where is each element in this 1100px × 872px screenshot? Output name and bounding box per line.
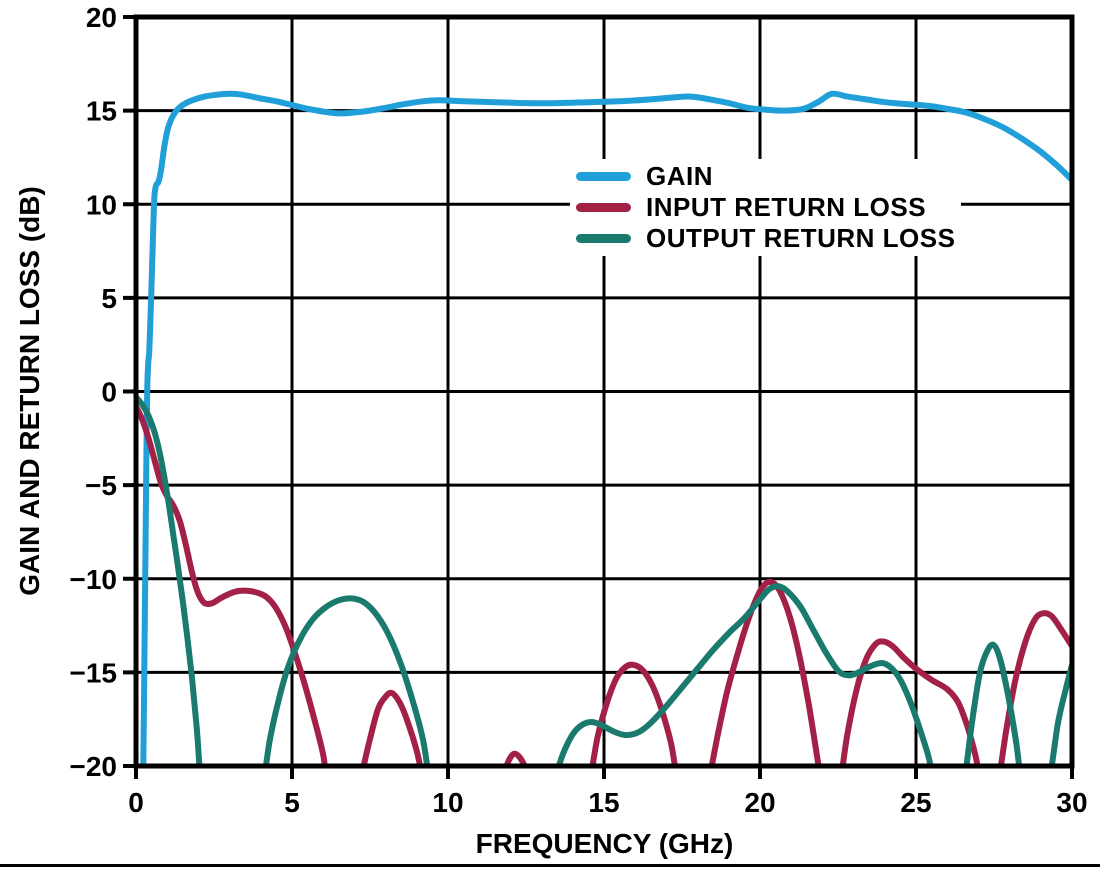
output-return-loss-line-swatch-icon (576, 234, 631, 243)
legend-label-input-return-loss: INPUT RETURN LOSS (646, 192, 927, 222)
tick-labels: 0 5 10 15 20 25 30 20 15 10 5 0 −5 −10 −15 −20 (70, 2, 1088, 818)
legend-label-output-return-loss: OUTPUT RETURN LOSS (646, 223, 956, 253)
x-axis-title: FREQUENCY (GHz) (475, 828, 734, 859)
series-curves (136, 90, 1072, 766)
x-tick-label: 15 (588, 787, 619, 818)
y-tick-label: 0 (101, 377, 117, 408)
y-tick-label: −15 (70, 657, 118, 688)
grid (136, 17, 1072, 766)
x-tick-label: 20 (744, 787, 775, 818)
x-tick-label: 5 (284, 787, 300, 818)
series-line-output-return-loss (136, 394, 1072, 766)
x-tick-label: 10 (432, 787, 463, 818)
y-tick-label: −20 (70, 751, 118, 782)
y-axis-title: GAIN AND RETURN LOSS (dB) (14, 186, 45, 596)
series-line-gain (140, 90, 1072, 766)
y-tick-label: 20 (86, 2, 117, 33)
footer-rule (0, 864, 1100, 867)
input-return-loss-line-swatch-icon (576, 203, 631, 212)
y-tick-label: 15 (86, 96, 117, 127)
x-tick-label: 25 (900, 787, 931, 818)
y-tick-label: 5 (101, 283, 117, 314)
x-tick-label: 0 (128, 787, 144, 818)
legend-item-gain: GAIN (576, 161, 955, 192)
tick-marks (123, 15, 1074, 779)
x-tick-label: 30 (1056, 787, 1087, 818)
legend-label-gain: GAIN (646, 161, 713, 191)
legend: GAIN INPUT RETURN LOSS OUTPUT RETURN LOS… (570, 159, 962, 256)
legend-item-input-return-loss: INPUT RETURN LOSS (576, 192, 955, 223)
gain-line-swatch-icon (576, 172, 631, 181)
legend-item-output-return-loss: OUTPUT RETURN LOSS (576, 223, 955, 254)
y-tick-label: −5 (85, 470, 117, 501)
y-tick-label: −10 (70, 564, 118, 595)
y-tick-label: 10 (86, 189, 117, 220)
series-line-input-return-loss (136, 403, 1072, 766)
